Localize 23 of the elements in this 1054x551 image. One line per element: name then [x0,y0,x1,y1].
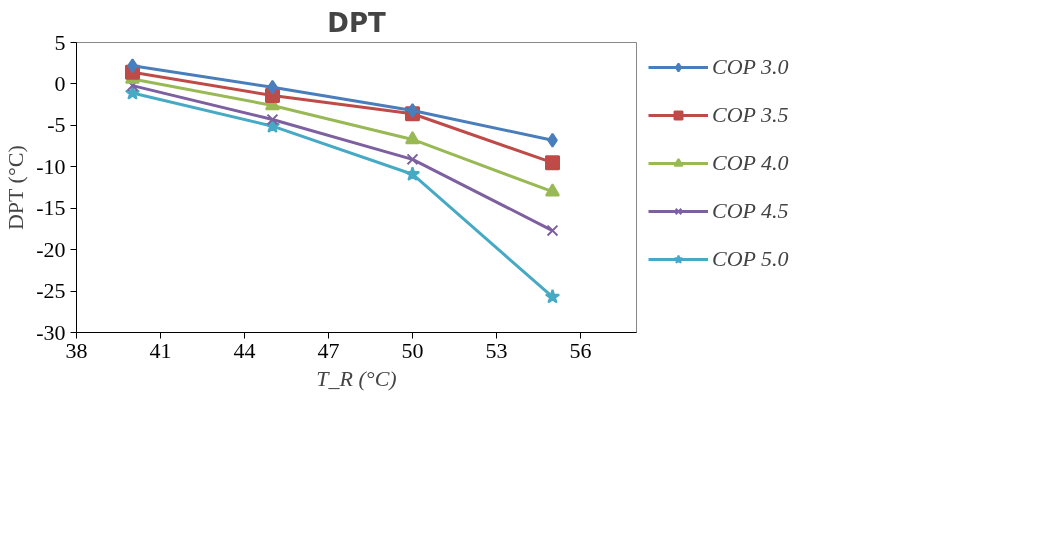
y-tick-label: -15 [36,195,66,221]
x-tick-label: 56 [569,337,592,363]
legend-label: COP 4.0 [712,150,789,176]
legend-label: COP 3.5 [712,102,789,128]
y-tick-label: -5 [47,112,66,138]
y-tick-label: -20 [36,236,66,262]
y-tick-label: -25 [36,278,66,304]
x-tick-label: 47 [317,337,340,363]
legend-label: COP 5.0 [712,246,789,272]
x-tick-label: 38 [65,337,88,363]
x-tick-label: 41 [149,337,172,363]
x-tick-label: 53 [485,337,508,363]
x-axis-title: T_R (°C) [316,365,397,391]
y-tick-label: 5 [54,29,66,55]
y-tick-label: -30 [36,319,66,345]
chart-title: DPT [327,7,386,38]
y-axis-title: DPT (°C) [3,145,29,231]
y-tick-label: -10 [36,153,66,179]
x-tick-label: 44 [233,337,256,363]
legend-label: COP 3.0 [712,54,789,80]
legend-label: COP 4.5 [712,198,789,224]
y-tick-label: 0 [54,70,66,96]
x-tick-label: 50 [401,337,424,363]
